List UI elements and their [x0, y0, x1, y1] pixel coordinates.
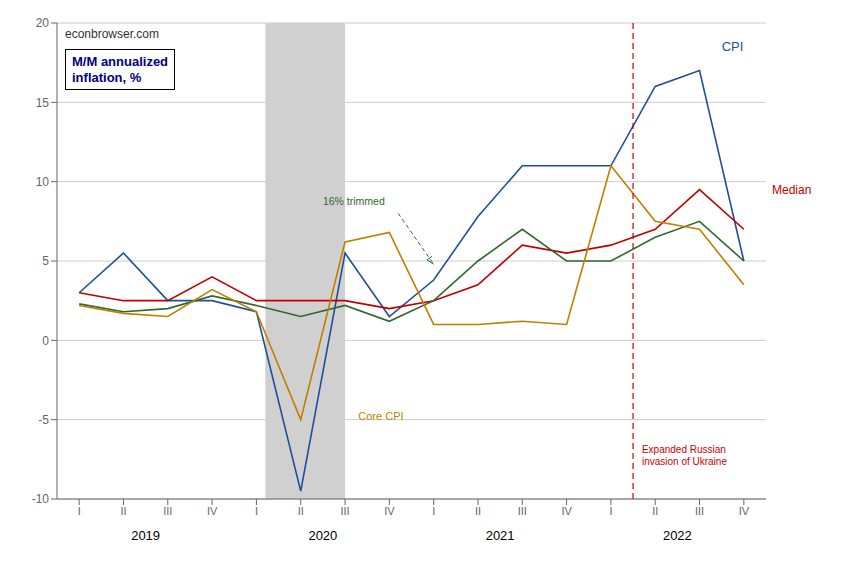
svg-text:IV: IV [561, 505, 572, 517]
svg-text:IV: IV [384, 505, 395, 517]
svg-text:-10: -10 [32, 492, 50, 506]
svg-text:III: III [518, 505, 527, 517]
svg-text:IV: IV [207, 505, 218, 517]
svg-text:Expanded Russianinvasion of Uk: Expanded Russianinvasion of Ukraine [642, 444, 727, 467]
svg-text:10: 10 [36, 175, 50, 189]
svg-text:5: 5 [42, 254, 49, 268]
svg-text:III: III [695, 505, 704, 517]
svg-text:II: II [120, 505, 126, 517]
svg-text:0: 0 [42, 334, 49, 348]
svg-text:I: I [255, 505, 258, 517]
svg-text:2022: 2022 [663, 528, 692, 543]
svg-text:-5: -5 [38, 413, 49, 427]
svg-text:II: II [298, 505, 304, 517]
svg-text:III: III [163, 505, 172, 517]
html-text:econbrowser.com: econbrowser.com [65, 27, 159, 41]
html-text:M/M annualized: M/M annualized [72, 54, 169, 69]
svg-text:Median: Median [772, 183, 811, 197]
svg-text:20: 20 [36, 16, 50, 30]
svg-text:2020: 2020 [308, 528, 337, 543]
svg-text:2019: 2019 [131, 528, 160, 543]
svg-text:II: II [475, 505, 481, 517]
svg-text:Core CPI: Core CPI [358, 410, 403, 422]
svg-text:II: II [652, 505, 658, 517]
svg-text:16% trimmed: 16% trimmed [323, 195, 385, 207]
svg-text:CPI: CPI [722, 39, 744, 54]
svg-text:15: 15 [36, 96, 50, 110]
svg-text:2021: 2021 [486, 528, 515, 543]
svg-text:IV: IV [739, 505, 750, 517]
html-text:inflation, %: inflation, % [72, 69, 142, 85]
svg-text:III: III [340, 505, 349, 517]
svg-text:I: I [432, 505, 435, 517]
svg-text:I: I [78, 505, 81, 517]
svg-text:I: I [609, 505, 612, 517]
